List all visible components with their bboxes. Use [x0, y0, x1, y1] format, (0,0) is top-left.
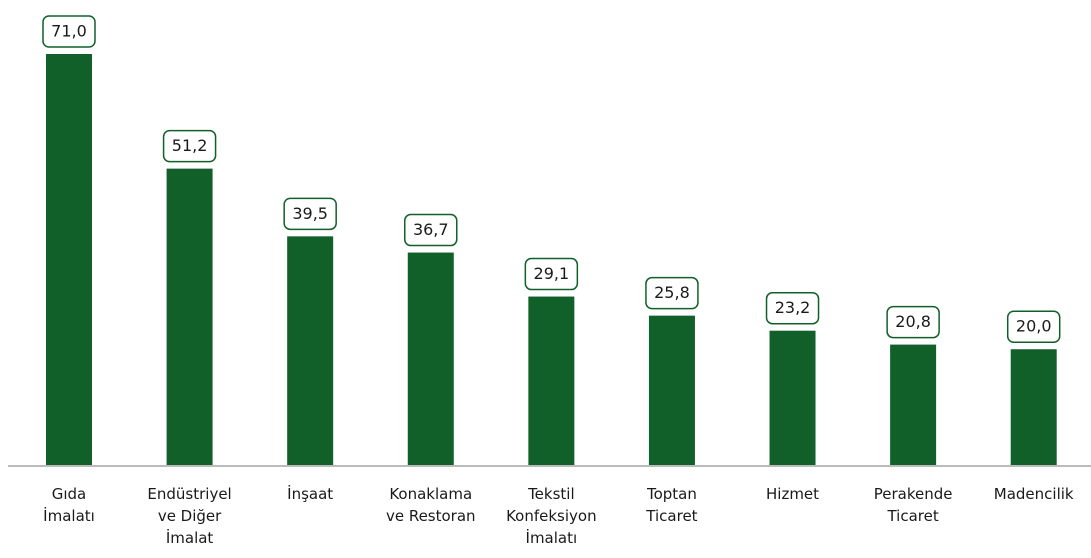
- x-tick-label: Endüstriyel ve Diğer İmalat: [147, 485, 231, 547]
- value-label: 36,7: [413, 220, 449, 239]
- value-label: 71,0: [51, 22, 87, 41]
- value-label-box: [404, 213, 458, 247]
- bar: [45, 54, 92, 465]
- value-label-box: [1006, 310, 1061, 343]
- value-label: 25,8: [654, 283, 690, 302]
- bar: [166, 168, 213, 466]
- x-tick-label: Madencilik: [994, 485, 1074, 503]
- x-tick-label: Gıda İmalatı: [43, 485, 95, 525]
- bar: [287, 236, 334, 465]
- value-label: 20,8: [895, 312, 931, 331]
- x-tick-label: Hizmet: [766, 485, 819, 503]
- x-tick-label: İnşaat: [287, 484, 333, 503]
- value-label-box: [42, 15, 96, 48]
- value-label: 20,0: [1016, 317, 1052, 336]
- bar: [407, 252, 454, 465]
- x-tick-label: Perakende Ticaret: [874, 485, 953, 525]
- x-tick-label: Tekstil Konfeksiyon İmalatı: [506, 485, 597, 547]
- value-label-box: [524, 257, 579, 291]
- value-label-box: [765, 291, 820, 325]
- value-label-box: [645, 276, 699, 310]
- bar: [528, 296, 575, 465]
- x-tick-label: Konaklama ve Restoran: [386, 485, 476, 525]
- bar: [890, 344, 937, 465]
- value-label-box: [283, 197, 337, 231]
- value-label-box: [886, 305, 940, 339]
- value-label: 51,2: [172, 136, 208, 155]
- bar: [769, 330, 816, 465]
- value-label: 29,1: [534, 264, 570, 283]
- bar: [648, 315, 695, 465]
- value-label: 23,2: [775, 298, 811, 317]
- value-label-box: [162, 129, 217, 163]
- x-tick-label: Toptan Ticaret: [645, 485, 697, 525]
- value-label: 39,5: [292, 204, 328, 223]
- bar: [1010, 349, 1057, 465]
